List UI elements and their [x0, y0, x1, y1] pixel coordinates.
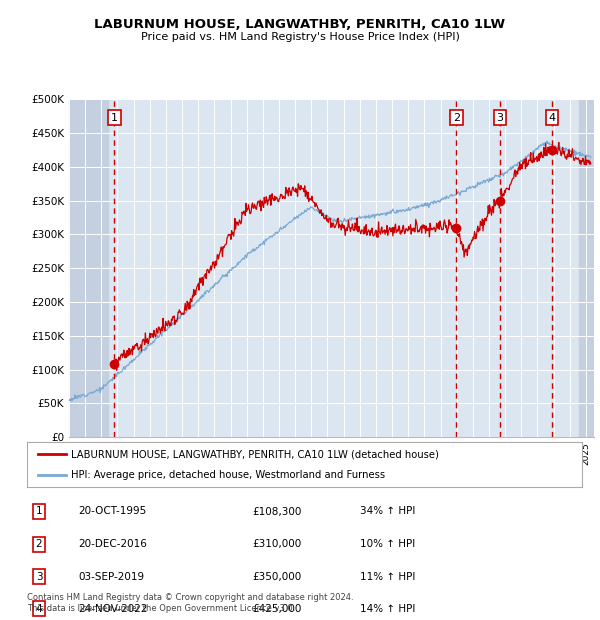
Text: £350,000: £350,000	[252, 572, 301, 582]
Text: £108,300: £108,300	[252, 507, 301, 516]
Text: HPI: Average price, detached house, Westmorland and Furness: HPI: Average price, detached house, West…	[71, 469, 386, 480]
Text: 1: 1	[111, 113, 118, 123]
Text: £310,000: £310,000	[252, 539, 301, 549]
Text: This data is licensed under the Open Government Licence v3.0.: This data is licensed under the Open Gov…	[27, 604, 295, 613]
Text: LABURNUM HOUSE, LANGWATHBY, PENRITH, CA10 1LW: LABURNUM HOUSE, LANGWATHBY, PENRITH, CA1…	[94, 19, 506, 31]
Text: 11% ↑ HPI: 11% ↑ HPI	[360, 572, 415, 582]
Text: LABURNUM HOUSE, LANGWATHBY, PENRITH, CA10 1LW (detached house): LABURNUM HOUSE, LANGWATHBY, PENRITH, CA1…	[71, 449, 439, 459]
Text: 14% ↑ HPI: 14% ↑ HPI	[360, 604, 415, 614]
Bar	[580, 99, 594, 437]
Text: 2: 2	[35, 539, 43, 549]
Bar	[69, 99, 108, 437]
Text: 10% ↑ HPI: 10% ↑ HPI	[360, 539, 415, 549]
Text: Contains HM Land Registry data © Crown copyright and database right 2024.: Contains HM Land Registry data © Crown c…	[27, 593, 353, 602]
Text: 2: 2	[452, 113, 460, 123]
Text: 1: 1	[35, 507, 43, 516]
Text: 3: 3	[496, 113, 503, 123]
Text: 24-NOV-2022: 24-NOV-2022	[78, 604, 148, 614]
Text: 4: 4	[35, 604, 43, 614]
Text: 20-DEC-2016: 20-DEC-2016	[78, 539, 147, 549]
Text: 34% ↑ HPI: 34% ↑ HPI	[360, 507, 415, 516]
Text: £425,000: £425,000	[252, 604, 301, 614]
Text: Price paid vs. HM Land Registry's House Price Index (HPI): Price paid vs. HM Land Registry's House …	[140, 32, 460, 42]
Text: 4: 4	[548, 113, 556, 123]
Text: 3: 3	[35, 572, 43, 582]
Text: 20-OCT-1995: 20-OCT-1995	[78, 507, 146, 516]
Text: 03-SEP-2019: 03-SEP-2019	[78, 572, 144, 582]
